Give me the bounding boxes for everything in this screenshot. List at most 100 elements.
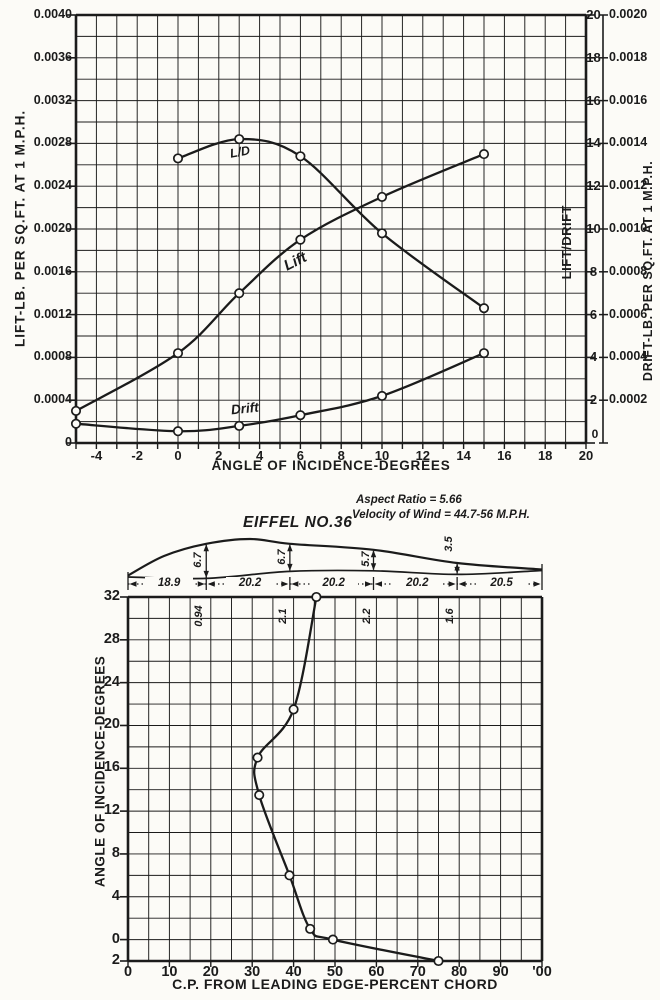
marker-l-d xyxy=(376,228,388,239)
marker-lift xyxy=(295,234,306,245)
airfoil-upper-surface xyxy=(127,537,543,577)
chord-axis-tick-label: 50 xyxy=(326,964,344,980)
chord-segment-dimension-label: 20.2 xyxy=(393,577,442,590)
lift-drift-axis-tick-label: 14 xyxy=(586,135,601,151)
lift-axis-tick-label: 0.0004 xyxy=(33,392,72,407)
incidence-axis-tick-label: 4 xyxy=(255,448,264,463)
chord-segment-dimension-label: 18.9 xyxy=(145,577,194,590)
chord-axis-tick-label: 0 xyxy=(123,964,133,980)
chord-axis-tick-label: 90 xyxy=(492,964,509,980)
marker-l-d xyxy=(172,153,184,164)
marker-cp xyxy=(327,934,338,945)
angle-axis-tick-label: 8 xyxy=(111,844,120,861)
marker-cp xyxy=(305,923,316,934)
incidence-axis-tick-label: -2 xyxy=(131,448,143,463)
lift-drift-axis-tick-label: 2 xyxy=(589,392,598,408)
chord-axis-tick-label: 40 xyxy=(285,964,302,980)
dimension-arrowhead xyxy=(129,581,137,587)
marker-drift xyxy=(172,426,184,437)
chord-segment-dimension-label: 20.2 xyxy=(226,577,275,590)
lower-ordinate-label: 2.1 xyxy=(276,608,289,624)
drift-axis-tick-label: 0.0006 xyxy=(609,306,648,321)
incidence-axis-tick-label: 2 xyxy=(215,448,223,463)
upper-ordinate-label: 5.7 xyxy=(359,551,372,567)
incidence-axis-tick-label: 12 xyxy=(415,448,431,463)
marker-l-d xyxy=(234,134,245,145)
chord-axis-tick-label: 10 xyxy=(161,964,178,980)
lower-ordinate-label: 2.2 xyxy=(360,608,373,624)
marker-cp xyxy=(433,955,444,967)
dimension-arrowhead xyxy=(281,581,289,587)
incidence-axis-tick-label: 20 xyxy=(578,448,594,463)
angle-axis-tick-label: 24 xyxy=(103,673,120,690)
dimension-arrowhead xyxy=(207,581,215,587)
incidence-axis-tick-label: 14 xyxy=(456,448,471,463)
marker-cp xyxy=(311,591,322,603)
lift-drift-axis-tick-label: 6 xyxy=(589,306,598,322)
incidence-axis-tick-label: 0 xyxy=(174,448,182,463)
upper-ordinate-label: 3.5 xyxy=(443,536,456,552)
lift-axis-tick-label: 0.0012 xyxy=(33,306,72,321)
lift-axis-tick-label: 0.0008 xyxy=(33,349,72,364)
lift-curve-label: Lift xyxy=(281,248,310,275)
drift-axis-tick-label: 0.0004 xyxy=(609,349,648,364)
marker-lift xyxy=(172,348,184,359)
dimension-arrowhead xyxy=(365,581,373,587)
drift-axis-tick-label: 0.0002 xyxy=(609,392,648,407)
curve-l-d xyxy=(176,137,486,310)
drift-axis-tick-label: 0.0014 xyxy=(609,135,648,150)
ordinate-arrowhead xyxy=(370,550,377,558)
dimension-arrowhead xyxy=(197,581,205,587)
angle-axis-tick-label: 0 xyxy=(111,930,120,947)
lift-axis-tick-label: 0.0024 xyxy=(33,178,72,193)
lift-axis-tick-label: 0.0016 xyxy=(33,263,72,278)
chord-axis-tick-label: '00 xyxy=(532,964,552,980)
chord-axis-tick-label: 20 xyxy=(202,964,219,980)
ordinate-arrowhead xyxy=(287,563,293,571)
lift-drift-axis-tick-label: 18 xyxy=(586,49,601,65)
marker-lift xyxy=(70,405,82,416)
corner-zero-label: 0 xyxy=(591,427,599,441)
lift-axis-tick-label: 0.0036 xyxy=(33,49,72,64)
lift-axis-tick-label: 0 xyxy=(65,435,72,449)
lower-ordinate-label: 0.94 xyxy=(193,605,206,627)
lift-drift-axis-tick-label: 10 xyxy=(586,221,601,236)
angle-axis-tick-label: 28 xyxy=(103,630,120,647)
cp-chord-axis-title: C.P. FROM LEADING EDGE-PERCENT CHORD xyxy=(172,976,498,992)
lift-axis-tick-label: 0.0032 xyxy=(33,92,72,107)
airfoil-lower-surface xyxy=(127,569,543,580)
wind-velocity-annotation: Velocity of Wind = 44.7-56 M.P.H. xyxy=(352,509,530,521)
lift-axis-tick-label: 0.0020 xyxy=(33,221,72,235)
chord-axis-tick-label: 60 xyxy=(368,964,385,980)
angle-axis-tick-label: 2 xyxy=(111,952,120,968)
dimension-arrowhead xyxy=(533,581,541,587)
lower-ordinate-label: 1.6 xyxy=(444,608,457,624)
dimension-arrowhead xyxy=(291,581,299,587)
ld-curve-label: L/D xyxy=(228,143,252,161)
drift-axis-tick-label: 0.0012 xyxy=(609,178,648,193)
ordinate-arrowhead xyxy=(203,544,209,552)
angle-axis-tick-label: 12 xyxy=(103,802,120,819)
drift-axis-tick-label: 0.0010 xyxy=(609,221,648,235)
upper-ordinate-label: 6.7 xyxy=(192,552,205,568)
incidence-axis-tick-label: 8 xyxy=(337,448,345,463)
angle-axis-tick-label: 16 xyxy=(103,759,120,776)
chord-axis-tick-label: 70 xyxy=(409,964,426,980)
dimension-arrowhead xyxy=(448,581,456,587)
incidence-axis-tick-label: 18 xyxy=(537,448,553,463)
lift-axis-tick-label: 0.0028 xyxy=(33,135,72,150)
lift-drift-axis-tick-label: 4 xyxy=(589,349,598,365)
dimension-arrowhead xyxy=(375,581,383,587)
ordinate-arrowhead xyxy=(203,570,209,578)
angle-axis-tick-label: 4 xyxy=(111,887,120,904)
lift-drift-axis-tick-label: 12 xyxy=(586,178,601,194)
curve-lift xyxy=(74,152,486,413)
chord-axis-tick-label: 30 xyxy=(244,964,261,980)
angle-axis-tick-label: 20 xyxy=(103,716,120,733)
marker-lift xyxy=(478,149,490,160)
lift-axis-tick-label: 0.0040 xyxy=(33,7,72,21)
marker-cp xyxy=(288,704,299,715)
marker-cp xyxy=(254,790,265,801)
drift-axis-tick-label: 0.0020 xyxy=(609,7,648,21)
